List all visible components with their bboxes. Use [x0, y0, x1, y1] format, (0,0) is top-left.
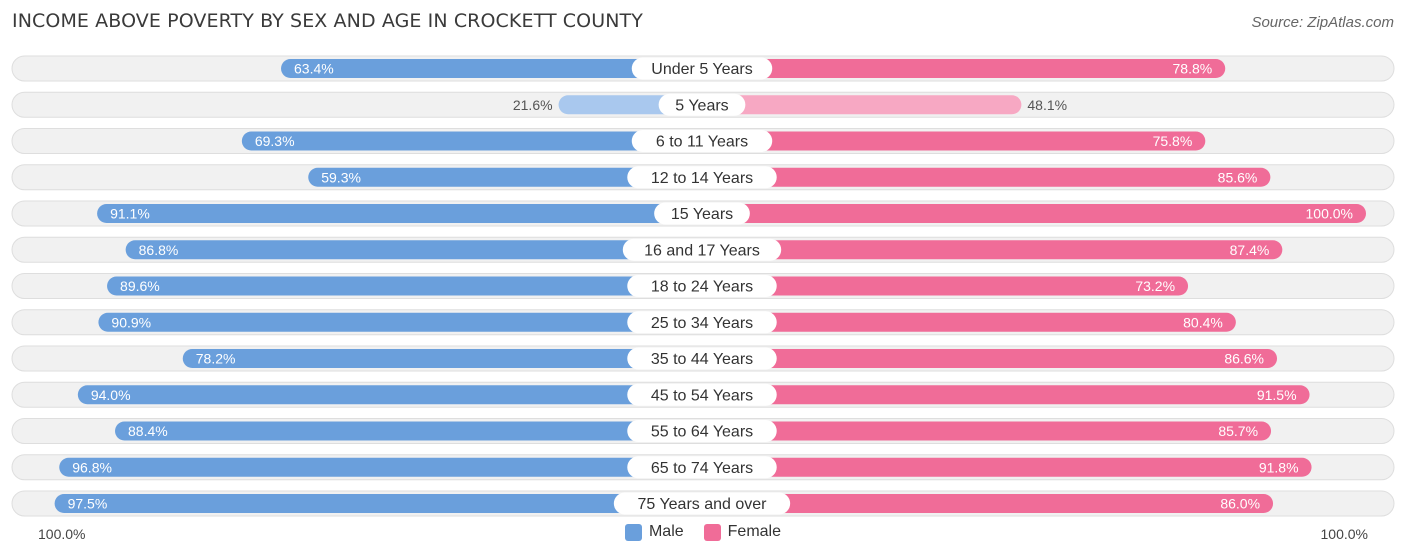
legend-item-female[interactable]: Female	[703, 523, 782, 541]
value-label-female: 73.2%	[1135, 278, 1175, 294]
category-label: 25 to 34 Years	[651, 315, 753, 332]
bar-chart: 63.4% 78.8% Under 5 Years 21.6% 48.1% 5 Years…	[11, 55, 1395, 517]
bar-male	[182, 349, 702, 368]
bar-female	[702, 312, 1236, 332]
bar-female	[702, 59, 1226, 78]
value-label-male: 96.8%	[72, 459, 112, 475]
axis-label-right: 100.0%	[1320, 526, 1368, 542]
category-label: 65 to 74 Years	[651, 460, 753, 477]
value-label-male: 59.3%	[321, 169, 361, 185]
bar-male	[241, 131, 702, 151]
value-label-female: 85.6%	[1218, 169, 1258, 185]
value-label-male: 90.9%	[111, 314, 151, 330]
value-label-male: 94.0%	[91, 387, 131, 403]
bar-female	[702, 494, 1274, 513]
value-label-male: 86.8%	[139, 242, 179, 258]
category-label: 5 Years	[675, 97, 728, 114]
value-label-female: 100.0%	[1306, 206, 1353, 222]
legend-label-female: Female	[727, 523, 782, 540]
bar-female	[702, 276, 1189, 296]
category-pill	[613, 492, 791, 515]
category-label: 35 to 44 Years	[651, 351, 753, 368]
value-label-male: 89.6%	[120, 278, 160, 294]
value-label-female: 87.4%	[1230, 242, 1270, 258]
category-label: 15 Years	[671, 206, 733, 223]
axis-label-left: 100.0%	[38, 526, 86, 542]
category-pill	[627, 383, 777, 406]
legend: Male Female	[0, 523, 1406, 541]
category-pill	[658, 93, 746, 116]
value-label-female: 75.8%	[1153, 133, 1193, 149]
category-pill	[627, 456, 777, 479]
bar-female	[702, 167, 1271, 187]
value-label-male: 63.4%	[294, 61, 334, 77]
category-pill	[622, 238, 782, 261]
legend-item-male[interactable]: Male	[624, 523, 684, 541]
legend-label-male: Male	[648, 523, 684, 540]
bar-male	[115, 421, 703, 441]
value-label-male: 69.3%	[255, 133, 295, 149]
value-label-female: 48.1%	[1027, 97, 1067, 113]
bar-male	[125, 240, 702, 260]
bar-male	[54, 494, 703, 513]
category-pill	[627, 420, 777, 442]
value-label-female: 80.4%	[1183, 314, 1223, 330]
bar-female	[702, 349, 1278, 368]
bar-female	[702, 131, 1206, 151]
value-label-female: 85.7%	[1218, 423, 1258, 439]
category-label: Under 5 Years	[651, 61, 752, 78]
category-pill	[627, 166, 777, 189]
bar-female	[702, 421, 1272, 441]
value-label-male: 91.1%	[110, 206, 150, 222]
category-label: 6 to 11 Years	[656, 134, 748, 151]
category-pill	[631, 57, 773, 80]
bar-male	[98, 312, 702, 332]
value-label-female: 91.5%	[1257, 387, 1297, 403]
value-label-male: 88.4%	[128, 423, 168, 439]
category-pill	[631, 130, 773, 152]
bar-male	[97, 204, 702, 223]
bar-male	[107, 276, 702, 296]
value-label-female: 78.8%	[1173, 61, 1213, 77]
source-label: Source: ZipAtlas.com	[1251, 14, 1394, 31]
bar-male	[59, 457, 703, 477]
category-label: 16 and 17 Years	[644, 242, 760, 259]
bar-male	[77, 385, 703, 405]
legend-swatch-male	[624, 523, 642, 541]
bar-female	[702, 95, 1022, 115]
category-label: 55 to 64 Years	[651, 424, 753, 441]
value-label-female: 86.0%	[1220, 496, 1260, 512]
category-label: 75 Years and over	[638, 496, 768, 513]
category-pill	[627, 275, 777, 297]
category-pill	[627, 347, 777, 370]
category-label: 12 to 14 Years	[651, 170, 753, 187]
value-label-male: 21.6%	[513, 97, 553, 113]
bar-male	[308, 167, 702, 187]
bar-female	[702, 204, 1366, 223]
bar-female	[702, 240, 1283, 260]
legend-swatch-female	[703, 523, 721, 541]
bar-female	[702, 385, 1310, 405]
value-label-female: 91.8%	[1259, 459, 1299, 475]
category-pill	[627, 311, 777, 334]
category-label: 45 to 54 Years	[651, 387, 753, 404]
value-label-male: 97.5%	[68, 496, 108, 512]
bar-female	[702, 457, 1312, 477]
value-label-male: 78.2%	[196, 351, 236, 367]
category-label: 18 to 24 Years	[651, 279, 753, 296]
bar-male	[281, 59, 702, 78]
chart-title: INCOME ABOVE POVERTY BY SEX AND AGE IN C…	[12, 10, 643, 32]
category-pill	[654, 202, 750, 225]
value-label-female: 86.6%	[1224, 351, 1264, 367]
